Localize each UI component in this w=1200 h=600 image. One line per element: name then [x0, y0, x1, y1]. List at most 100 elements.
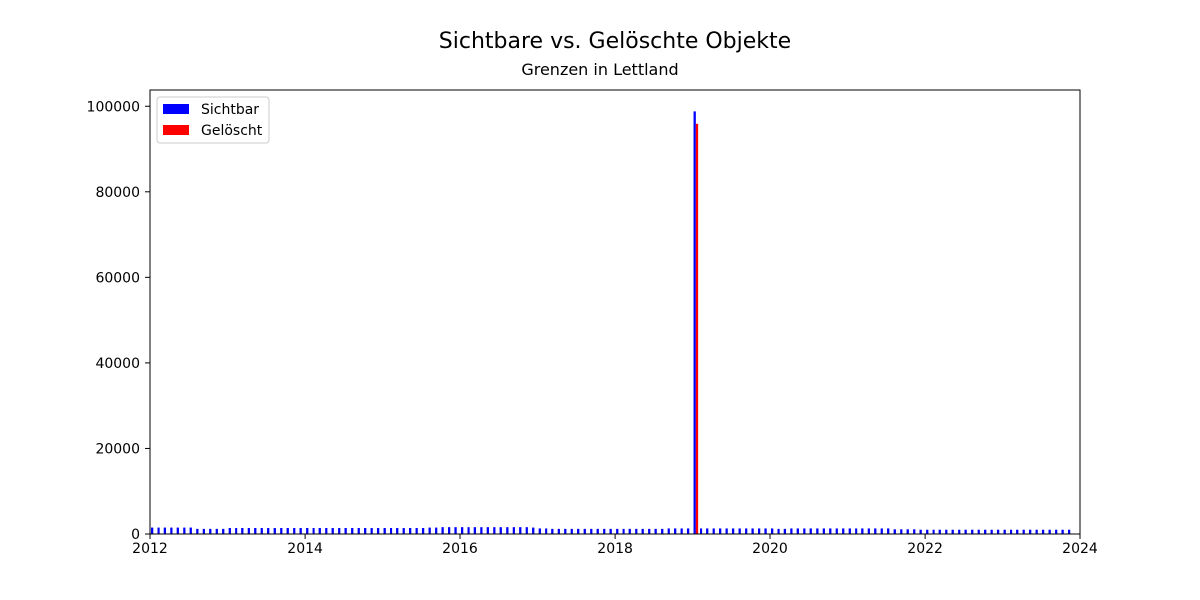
bar: [1055, 529, 1058, 534]
bar: [958, 529, 961, 534]
bar: [628, 528, 631, 534]
bar: [725, 528, 728, 534]
bar: [1029, 529, 1032, 534]
bar: [996, 529, 1000, 534]
bar: [409, 528, 412, 534]
y-tick-label: 80000: [95, 185, 140, 201]
bar: [693, 111, 696, 534]
bar: [835, 528, 838, 534]
bar: [686, 528, 690, 534]
bar: [667, 528, 670, 534]
bar: [273, 528, 276, 534]
x-tick-label: 2022: [907, 541, 943, 557]
y-tick-label: 0: [131, 527, 140, 543]
bar: [486, 527, 489, 534]
bar: [674, 528, 677, 534]
bar: [163, 527, 167, 534]
legend-swatch-sichtbar: [163, 104, 189, 114]
bar: [848, 528, 851, 534]
bar: [816, 528, 819, 534]
bar: [415, 528, 418, 534]
bar: [150, 527, 154, 534]
bar: [344, 528, 347, 534]
bar: [564, 528, 567, 534]
bar: [874, 528, 877, 534]
bar: [390, 528, 393, 534]
bar: [306, 528, 309, 534]
bar: [609, 528, 612, 534]
bar: [803, 528, 806, 534]
bar: [421, 528, 425, 534]
bar: [435, 527, 438, 534]
bar: [383, 528, 386, 534]
bar: [235, 528, 238, 534]
bar: [984, 529, 987, 534]
bar: [448, 527, 451, 534]
bar: [648, 528, 651, 534]
bar: [932, 529, 935, 534]
bar: [428, 527, 431, 534]
bar: [499, 527, 502, 534]
bar: [616, 528, 619, 534]
bar: [777, 528, 780, 534]
bar: [583, 528, 586, 534]
bar: [719, 528, 722, 534]
bar: [312, 528, 315, 534]
bar: [745, 528, 748, 534]
bar: [551, 528, 554, 534]
bar: [913, 529, 916, 534]
bar: [364, 528, 367, 534]
bar: [577, 528, 580, 534]
bar: [764, 528, 767, 534]
bar: [603, 528, 606, 534]
y-tick-label: 20000: [95, 441, 140, 457]
bar: [641, 528, 644, 534]
bar: [1048, 529, 1051, 534]
bar: [351, 528, 354, 534]
bar: [1035, 529, 1038, 534]
bar: [183, 527, 186, 534]
bar: [519, 527, 522, 534]
bar: [557, 528, 560, 534]
bar: [357, 528, 360, 534]
bar: [861, 528, 864, 534]
bar: [331, 528, 334, 534]
bar: [977, 529, 980, 534]
plot-frame: [149, 89, 1081, 535]
bar: [202, 528, 205, 534]
bar: [990, 529, 993, 534]
legend-label-geloescht: Gelöscht: [201, 123, 263, 139]
bar: [622, 528, 625, 534]
bar: [1061, 529, 1064, 534]
bar: [222, 528, 225, 534]
bar: [538, 528, 541, 534]
chart-title: Sichtbare vs. Gelöschte Objekte: [439, 29, 791, 54]
bar: [196, 528, 199, 534]
bar: [525, 527, 528, 534]
bar: [938, 529, 941, 534]
bar: [170, 527, 173, 534]
bar: [1068, 529, 1071, 534]
x-tick-label: 2012: [132, 541, 168, 557]
bar: [822, 528, 825, 534]
bar: [260, 528, 263, 534]
bar: [712, 528, 715, 534]
bar: [951, 529, 954, 534]
bars-layer: [150, 111, 1071, 534]
bar: [532, 527, 535, 534]
x-tick-label: 2024: [1062, 541, 1098, 557]
bar: [325, 528, 328, 534]
bar: [971, 529, 974, 534]
bar: [751, 528, 754, 534]
bar: [493, 527, 496, 534]
bar: [506, 527, 509, 534]
bar: [376, 528, 380, 534]
bar: [318, 528, 321, 534]
bar: [964, 529, 967, 534]
bar: [796, 528, 799, 534]
bar: [254, 528, 257, 534]
bar: [596, 528, 599, 534]
bar: [280, 528, 283, 534]
bar: [570, 528, 573, 534]
